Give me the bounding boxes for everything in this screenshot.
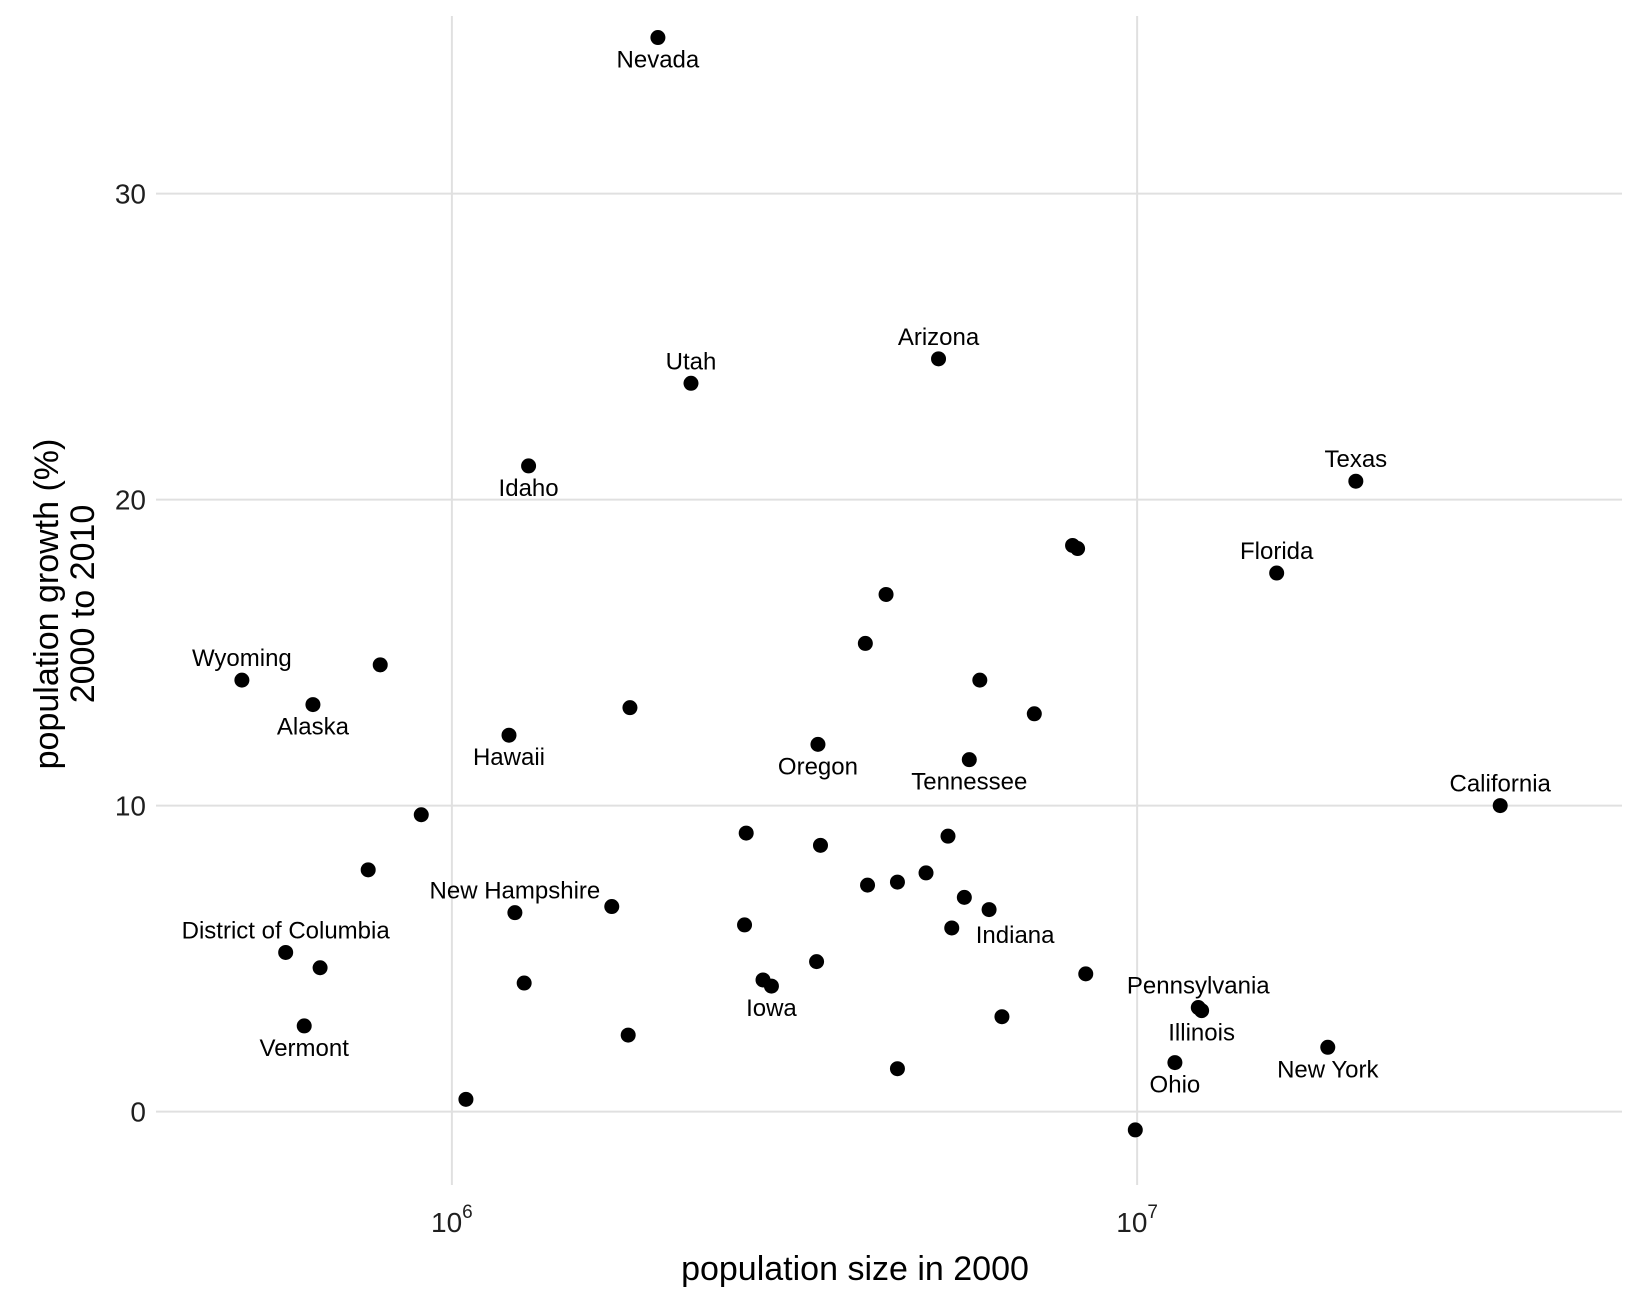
data-point [889,1061,905,1077]
data-points [234,30,1508,1138]
data-point [305,697,321,713]
point-label: Idaho [499,475,559,502]
point-label: Illinois [1168,1020,1235,1047]
point-label: Hawaii [473,744,545,771]
point-label: Texas [1324,446,1387,473]
point-label: Alaska [277,714,350,741]
data-point [234,672,250,688]
data-point [516,975,532,991]
data-point [1026,706,1042,722]
data-point [738,825,754,841]
point-label: New Hampshire [430,878,601,905]
point-label: Vermont [260,1035,350,1062]
data-point [620,1027,636,1043]
point-label: Utah [666,348,717,375]
point-label: Nevada [617,47,700,74]
point-label: Pennsylvania [1127,973,1270,1000]
data-point [312,960,328,976]
point-label: Ohio [1150,1072,1201,1099]
point-label: Oregon [778,753,858,780]
data-point [1348,473,1364,489]
data-point [1078,966,1094,982]
data-point [360,862,376,878]
data-point [458,1091,474,1107]
point-label: California [1450,771,1552,798]
data-point [857,635,873,651]
data-point [860,877,876,893]
data-point [296,1018,312,1034]
x-axis-title: population size in 2000 [681,1250,1029,1288]
y-axis-title: population growth (%) 2000 to 2010 [28,439,102,770]
data-point [1127,1122,1143,1138]
data-point [1492,798,1508,814]
point-label: Indiana [976,922,1055,949]
data-point [809,954,825,970]
point-label: New York [1277,1056,1379,1083]
point-labels: Nevada Utah Arizona Idaho Texas Florida Wyomin… [182,47,1552,1099]
data-point [521,458,537,474]
x-axis-ticks: 106 107 [431,1202,1158,1238]
data-point [878,586,894,602]
y-axis-ticks: 0 10 20 30 [115,179,146,1128]
data-point [931,351,947,367]
data-point [918,865,934,881]
data-point [940,828,956,844]
x-tick-label: 107 [1116,1202,1158,1238]
data-point [507,905,523,921]
point-label: Wyoming [192,645,292,672]
data-point [683,375,699,391]
data-point [1194,1003,1210,1019]
data-point [763,978,779,994]
data-point [961,752,977,768]
data-point [972,672,988,688]
point-label: Florida [1240,538,1314,565]
data-point [622,700,638,716]
data-point [650,30,666,46]
data-point [956,889,972,905]
data-point [1269,565,1285,581]
point-label: Arizona [898,324,980,351]
point-label: Tennessee [911,769,1027,796]
y-tick-label: 10 [115,791,146,822]
data-point [1320,1039,1336,1055]
y-axis-title-line-1: population growth (%) [28,439,66,770]
data-point [737,917,753,933]
y-axis-title-line-2: 2000 to 2010 [64,505,102,704]
data-point [944,920,960,936]
data-point [501,727,517,743]
gridlines [156,16,1622,1185]
y-tick-label: 30 [115,179,146,210]
data-point [372,657,388,673]
data-point [604,899,620,915]
data-point [1065,537,1081,553]
point-label: Iowa [746,995,797,1022]
x-tick-label: 106 [431,1202,473,1238]
data-point [981,902,997,918]
point-label: District of Columbia [182,917,391,944]
data-point [278,944,294,960]
data-point [810,736,826,752]
y-tick-label: 0 [130,1097,146,1128]
data-point [1167,1055,1183,1071]
y-tick-label: 20 [115,485,146,516]
data-point [994,1009,1010,1025]
data-point [413,807,429,823]
data-point [889,874,905,890]
data-point [812,837,828,853]
